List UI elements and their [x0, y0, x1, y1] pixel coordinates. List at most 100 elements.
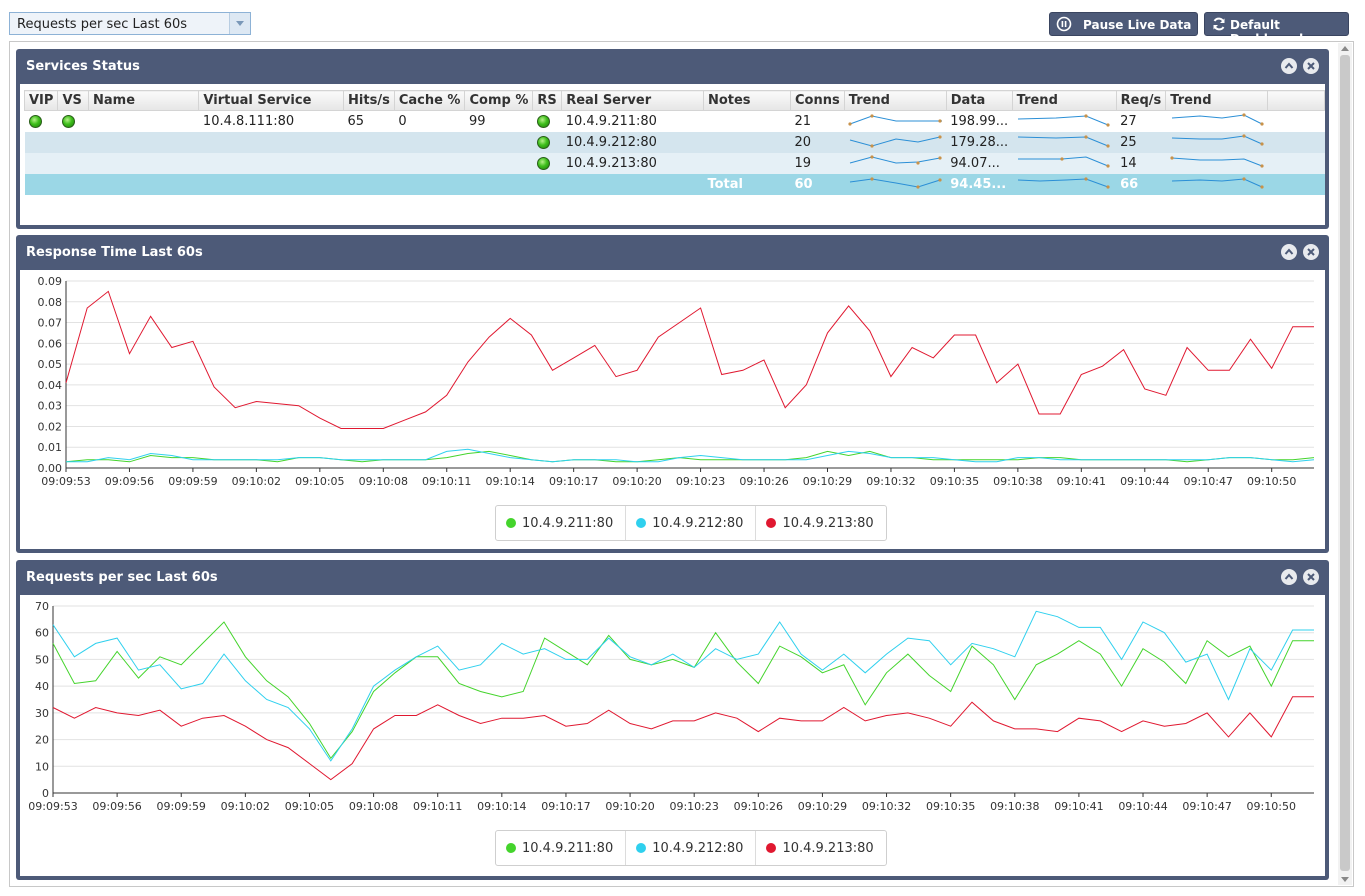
col-conns-trend[interactable]: Trend [843, 90, 947, 111]
x-tick-label: 09:10:17 [549, 475, 598, 488]
x-tick-label: 09:10:02 [232, 475, 281, 488]
legend-item-212[interactable]: 10.4.9.212:80 [626, 831, 757, 865]
req-trend-cell [1165, 132, 1268, 153]
total-conns: 60 [790, 174, 845, 195]
rs-status-icon [536, 157, 550, 170]
x-tick-label: 09:10:41 [1057, 475, 1106, 488]
empty-cell [198, 153, 344, 174]
requests-per-sec-legend: 10.4.9.211:80 10.4.9.212:80 10.4.9.213:8… [495, 830, 887, 866]
close-icon[interactable] [1303, 569, 1319, 585]
col-vip[interactable]: VIP [23, 90, 59, 111]
col-data-trend[interactable]: Trend [1011, 90, 1117, 111]
col-real-server[interactable]: Real Server [561, 90, 704, 111]
col-req[interactable]: Req/s [1115, 90, 1167, 111]
empty-cell [343, 132, 395, 153]
x-tick-label: 09:10:14 [486, 475, 535, 488]
x-tick-label: 09:10:14 [477, 800, 526, 813]
vertical-scrollbar[interactable] [1338, 43, 1352, 885]
collapse-icon[interactable] [1281, 58, 1297, 74]
y-tick-label: 10 [35, 760, 49, 773]
empty-cell [343, 153, 395, 174]
col-req-trend[interactable]: Trend [1165, 90, 1269, 111]
comp-cell: 99 [468, 114, 486, 129]
col-virtual-service[interactable]: Virtual Service [198, 90, 345, 111]
vs-status-cell [58, 111, 89, 133]
scroll-down-icon[interactable] [1341, 877, 1349, 882]
response-time-chart: 0.00 0.01 0.02 0.03 0.04 0.05 0.06 0.07 0.08 0.09… [38, 275, 1315, 488]
data-sparkline [1018, 155, 1110, 168]
scroll-up-icon[interactable] [1341, 46, 1349, 51]
y-tick-label: 0 [42, 787, 49, 800]
y-tick-label: 0.05 [38, 358, 63, 371]
close-icon[interactable] [1303, 58, 1319, 74]
name-cell [89, 111, 199, 133]
default-dashboard-button[interactable]: Default Dashboard [1204, 12, 1349, 46]
x-tick-label: 09:10:32 [866, 475, 915, 488]
empty-cell [464, 153, 533, 174]
empty-cell [24, 132, 58, 153]
empty-cell [57, 132, 89, 153]
pause-live-data-button[interactable]: Pause Live Data [1049, 12, 1198, 36]
data-cell: 94.07... [946, 153, 1013, 174]
total-label: Total [703, 174, 791, 195]
y-tick-label: 30 [35, 707, 49, 720]
collapse-icon[interactable] [1281, 569, 1297, 585]
col-name[interactable]: Name [88, 90, 200, 111]
services-status-title: Services Status [26, 59, 140, 74]
close-icon[interactable] [1303, 244, 1319, 260]
empty-cell [57, 153, 89, 174]
data-cell: 198.99... [950, 114, 1009, 129]
empty-cell [88, 153, 199, 174]
x-tick-label: 09:10:47 [1184, 475, 1233, 488]
total-data: 94.45... [946, 174, 1013, 195]
conns-cell: 20 [790, 132, 845, 153]
x-tick-label: 09:10:11 [413, 800, 462, 813]
table-row[interactable]: 10.4.9.213:80 19 94.07... 14 [24, 153, 1325, 174]
x-tick-label: 09:09:53 [41, 475, 90, 488]
empty-cell [532, 174, 562, 195]
collapse-icon[interactable] [1281, 244, 1297, 260]
notes-cell [703, 132, 791, 153]
notes-cell [703, 111, 790, 133]
services-table: VIP VS Name Virtual Service Hits/s Cache… [23, 90, 1325, 195]
total-data-trend [1012, 174, 1117, 195]
table-row[interactable]: 10.4.8.111:80 65 0 99 10.4.9.211:80 21 1… [25, 111, 1325, 133]
x-tick-label: 09:09:59 [157, 800, 206, 813]
legend-item-212[interactable]: 10.4.9.212:80 [626, 506, 757, 540]
conns-trend-cell [844, 132, 947, 153]
legend-label: 10.4.9.213:80 [782, 515, 874, 531]
col-rs[interactable]: RS [532, 90, 563, 111]
x-tick-label: 09:10:38 [990, 800, 1039, 813]
pause-label: Pause Live Data [1083, 18, 1192, 32]
data-sparkline [1018, 113, 1110, 127]
col-notes[interactable]: Notes [702, 90, 792, 111]
table-row[interactable]: 10.4.9.212:80 20 179.28... 25 [24, 132, 1325, 153]
legend-item-213[interactable]: 10.4.9.213:80 [756, 506, 885, 540]
data-trend-cell [1012, 111, 1116, 133]
y-tick-label: 0.03 [38, 400, 63, 413]
col-data[interactable]: Data [945, 90, 1013, 111]
vip-status-cell [25, 111, 58, 133]
scrollbar-thumb[interactable] [1340, 55, 1350, 871]
x-tick-label: 09:10:23 [676, 475, 725, 488]
chevron-down-icon[interactable] [229, 13, 250, 34]
rs-status-icon [536, 136, 550, 149]
col-hits[interactable]: Hits/s [343, 90, 395, 111]
legend-item-213[interactable]: 10.4.9.213:80 [756, 831, 885, 865]
x-tick-label: 09:10:44 [1120, 475, 1169, 488]
col-conns[interactable]: Conns [790, 90, 845, 111]
response-time-title: Response Time Last 60s [26, 245, 203, 260]
col-cache[interactable]: Cache % [393, 90, 466, 111]
empty-cell [343, 174, 395, 195]
legend-item-211[interactable]: 10.4.9.211:80 [496, 831, 627, 865]
legend-item-211[interactable]: 10.4.9.211:80 [496, 506, 627, 540]
y-tick-label: 0.08 [38, 296, 63, 309]
view-select[interactable]: Requests per sec Last 60s [9, 12, 251, 35]
total-data-sparkline [1018, 176, 1110, 189]
x-tick-label: 09:10:05 [285, 800, 334, 813]
x-tick-label: 09:10:02 [221, 800, 270, 813]
col-vs[interactable]: VS [57, 90, 90, 111]
col-spacer [1267, 90, 1325, 111]
col-comp[interactable]: Comp % [464, 90, 534, 111]
x-tick-label: 09:10:17 [541, 800, 590, 813]
